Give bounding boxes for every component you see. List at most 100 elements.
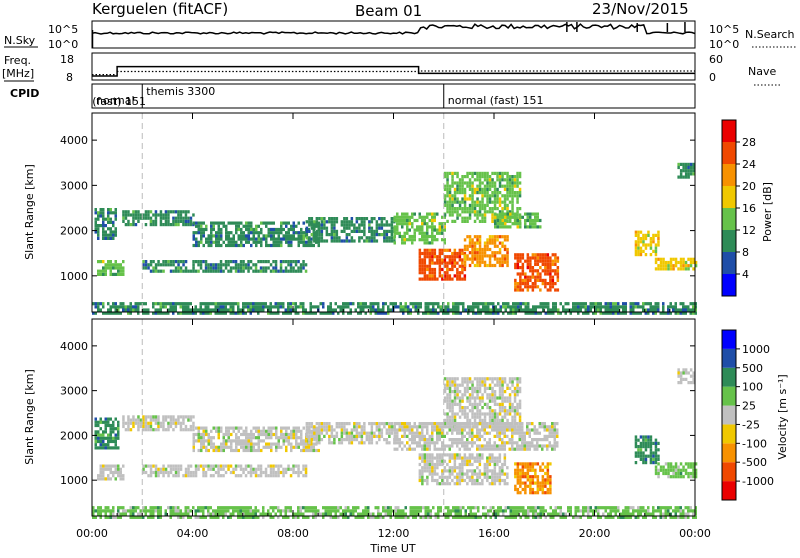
data-cell (351, 239, 354, 242)
data-cell (556, 428, 559, 431)
frequency-strip: Freq. [MHz] 18 8 60 0 Nave (2, 53, 780, 85)
data-cell (410, 302, 413, 305)
data-cell (519, 253, 522, 256)
data-cell (235, 225, 238, 228)
data-cell (466, 400, 469, 403)
data-cell (107, 418, 110, 421)
data-cell (647, 435, 650, 438)
data-cell (519, 390, 522, 393)
data-cell (100, 427, 103, 430)
data-cell (170, 415, 173, 418)
data-cell (366, 239, 369, 242)
data-cell (554, 256, 557, 259)
data-cell (265, 446, 268, 449)
data-cell (245, 443, 248, 446)
data-cell (501, 448, 504, 451)
data-cell (504, 425, 507, 428)
data-cell (481, 197, 484, 200)
data-cell (517, 266, 520, 269)
data-cell (481, 457, 484, 460)
data-cell (466, 175, 469, 178)
data-cell (217, 471, 220, 474)
data-cell (388, 441, 391, 444)
data-cell (190, 308, 193, 311)
cpid-segment-label: normal (fast) 151 (448, 94, 544, 107)
data-cell (677, 166, 680, 169)
data-cell (293, 446, 296, 449)
data-cell (451, 403, 454, 406)
data-cell (519, 194, 522, 197)
data-cell (441, 469, 444, 472)
data-cell (237, 302, 240, 305)
data-cell (145, 223, 148, 226)
data-cell (637, 231, 640, 234)
data-cell (499, 473, 502, 476)
data-cell (242, 468, 245, 471)
data-cell (461, 262, 464, 265)
data-cell (547, 305, 550, 308)
data-cell (501, 432, 504, 435)
data-cell (471, 194, 474, 197)
data-cell (481, 422, 484, 425)
data-cell (516, 210, 519, 213)
data-cell (175, 270, 178, 273)
data-cell (280, 263, 283, 266)
data-cell (476, 457, 479, 460)
data-cell (411, 225, 414, 228)
data-cell (489, 178, 492, 181)
data-cell (494, 435, 497, 438)
data-cell (165, 302, 168, 305)
data-cell (228, 439, 231, 442)
data-cell (491, 387, 494, 390)
data-cell (456, 412, 459, 415)
data-cell (260, 244, 263, 247)
data-cell (537, 305, 540, 308)
data-cell (496, 457, 499, 460)
data-cell (302, 468, 305, 471)
data-cell (692, 475, 695, 478)
data-cell (687, 267, 690, 270)
data-cell (469, 235, 472, 238)
data-cell (230, 305, 233, 308)
data-cell (491, 238, 494, 241)
data-cell (680, 261, 683, 264)
data-cell (481, 175, 484, 178)
data-cell (280, 305, 283, 308)
data-cell (424, 216, 427, 219)
data-cell (321, 230, 324, 233)
data-cell (526, 428, 529, 431)
data-cell (471, 416, 474, 419)
data-cell (447, 305, 450, 308)
data-cell (446, 482, 449, 485)
data-cell (650, 247, 653, 250)
data-cell (472, 308, 475, 311)
data-cell (524, 466, 527, 469)
data-cell (203, 244, 206, 247)
data-cell (401, 213, 404, 216)
data-cell (439, 422, 442, 425)
data-cell (554, 441, 557, 444)
data-cell (534, 482, 537, 485)
data-cell (250, 471, 253, 474)
data-cell (524, 435, 527, 438)
data-cell (405, 302, 408, 305)
data-cell (205, 266, 208, 269)
data-cell (406, 441, 409, 444)
data-cell (446, 380, 449, 383)
data-cell (368, 227, 371, 230)
data-cell (476, 204, 479, 207)
data-cell (430, 302, 433, 305)
data-cell (486, 238, 489, 241)
data-cell (514, 194, 517, 197)
data-cell (255, 471, 257, 474)
data-cell (431, 262, 434, 265)
data-cell (225, 260, 228, 263)
data-cell (436, 479, 439, 482)
data-cell (496, 175, 499, 178)
data-cell (472, 305, 475, 308)
data-cell (451, 213, 454, 216)
data-cell (110, 424, 113, 427)
data-cell (650, 253, 653, 256)
data-cell (311, 227, 314, 230)
data-cell (454, 400, 457, 403)
